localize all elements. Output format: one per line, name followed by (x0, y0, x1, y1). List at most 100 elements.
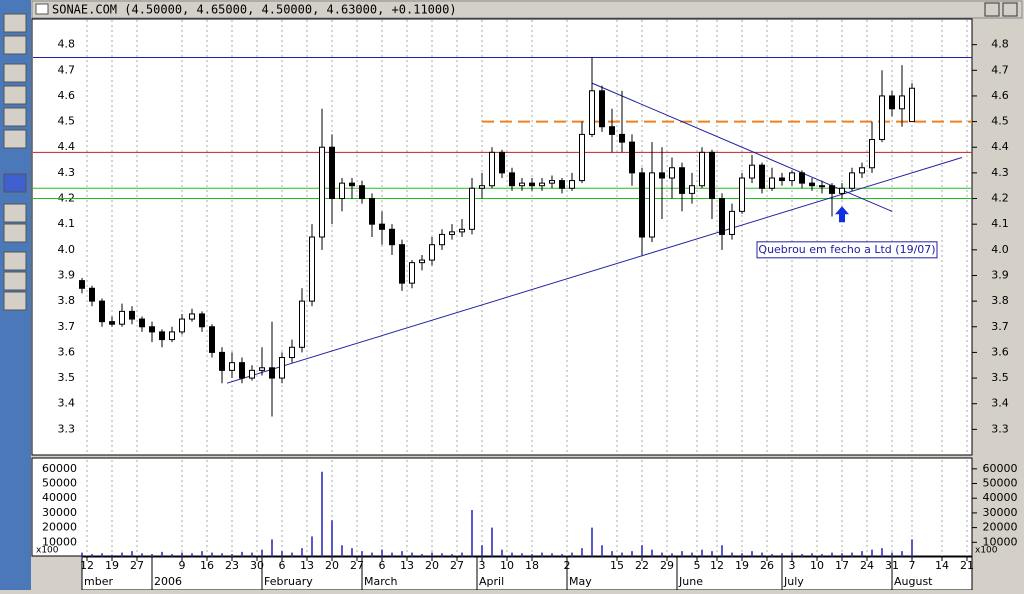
candle-body (89, 287, 95, 302)
candle-body (159, 331, 165, 341)
candle-body (409, 262, 415, 284)
annotation-box (756, 241, 938, 259)
close-button[interactable] (1002, 2, 1018, 17)
y-tick-label-right: 4.0 (991, 243, 1009, 256)
x-tick-label: 10 (500, 559, 514, 572)
candle-body (849, 172, 855, 189)
candle-body (259, 367, 265, 371)
x-tick-label: 5 (694, 559, 701, 572)
x-tick-label: 6 (379, 559, 386, 572)
tool-buttons[interactable] (3, 13, 27, 311)
tool-rect[interactable] (3, 271, 27, 291)
candle-body (379, 223, 385, 230)
y-tick-label: 4.3 (58, 166, 76, 179)
trend-line (226, 157, 963, 384)
y-tick-label-right: 4.7 (991, 63, 1009, 76)
candle-body (759, 164, 765, 189)
candle-body (509, 172, 515, 187)
tool-triangle[interactable] (3, 291, 27, 311)
candle-body (479, 185, 485, 189)
candle-body (839, 187, 845, 194)
candle-body (109, 321, 115, 325)
candle-body (309, 236, 315, 302)
candle-body (719, 198, 725, 235)
tool-channel[interactable] (3, 173, 27, 193)
x-tick-label: 27 (450, 559, 464, 572)
y-tick-label-right: 3.9 (991, 268, 1009, 281)
y-tick-label: 3.6 (58, 345, 76, 358)
candle-body (79, 280, 85, 289)
candle-body (499, 151, 505, 174)
x-tick-label: 15 (610, 559, 624, 572)
candle-body (129, 310, 135, 320)
volume-tick-label-right: 50000 (983, 477, 1018, 490)
y-tick-label-right: 4.2 (991, 192, 1009, 205)
tool-hline[interactable] (3, 85, 27, 105)
y-tick-label-right: 3.4 (991, 397, 1009, 410)
month-label: February (264, 575, 313, 588)
candle-body (209, 326, 215, 353)
candle-body (429, 244, 435, 261)
candle-body (279, 357, 285, 379)
candle-body (729, 210, 735, 235)
candle-body (869, 139, 875, 169)
x-tick-label: 13 (300, 559, 314, 572)
candle-body (609, 126, 615, 135)
tool-trend[interactable] (3, 63, 27, 83)
candle-body (139, 318, 145, 328)
candle-body (529, 182, 535, 187)
tool-pointer[interactable] (3, 13, 27, 33)
candle-body (739, 177, 745, 212)
candle-body (329, 146, 335, 200)
x-tick-label: 12 (710, 559, 724, 572)
restore-button[interactable] (984, 2, 1000, 17)
tool-grid[interactable] (3, 223, 27, 243)
x-tick-label: 16 (200, 559, 214, 572)
month-label: March (364, 575, 398, 588)
volume-tick-label: 50000 (42, 477, 77, 490)
tool-text[interactable] (3, 203, 27, 223)
y-tick-label-right: 4.5 (991, 115, 1009, 128)
tool-vline[interactable] (3, 107, 27, 127)
candle-body (99, 300, 105, 323)
candle-body (629, 141, 635, 174)
y-tick-label: 3.4 (58, 397, 76, 410)
arrow (835, 206, 849, 223)
x-tick-label: 12 (80, 559, 94, 572)
candle-body (269, 367, 275, 379)
candle-body (889, 95, 895, 110)
candle-body (829, 185, 835, 194)
y-tick-label-right: 3.5 (991, 371, 1009, 384)
y-tick-label-right: 3.8 (991, 294, 1009, 307)
candle-body (419, 259, 425, 264)
month-label: mber (84, 575, 113, 588)
candle-body (369, 198, 375, 225)
x-tick-label: 14 (935, 559, 949, 572)
window-title: SONAE.COM (4.50000, 4.65000, 4.50000, 4.… (52, 3, 457, 17)
x-tick-label: 19 (105, 559, 119, 572)
candle-body (179, 318, 185, 333)
candle-body (249, 369, 255, 379)
month-label: July (783, 575, 804, 588)
annotation-text: Quebrou em fecho a Ltd (19/07) (758, 243, 935, 256)
tool-fib[interactable] (3, 129, 27, 149)
x-tick-label: 26 (760, 559, 774, 572)
tool-cross[interactable] (3, 35, 27, 55)
y-tick-label: 4.1 (58, 217, 76, 230)
candle-body (559, 180, 565, 189)
x-tick-label: 29 (660, 559, 674, 572)
candle-body (169, 331, 175, 341)
tool-ellipse[interactable] (3, 251, 27, 271)
candle-body (879, 95, 885, 141)
candle-body (689, 185, 695, 194)
x-tick-label: 24 (860, 559, 874, 572)
x-tick-label: 23 (225, 559, 239, 572)
y-tick-label: 4.7 (58, 63, 76, 76)
x-tick-label: 22 (635, 559, 649, 572)
y-tick-label: 3.9 (58, 268, 76, 281)
y-tick-label-right: 4.4 (991, 140, 1009, 153)
x-tick-label: 6 (279, 559, 286, 572)
candle-body (579, 133, 585, 182)
window-icon (35, 3, 49, 15)
